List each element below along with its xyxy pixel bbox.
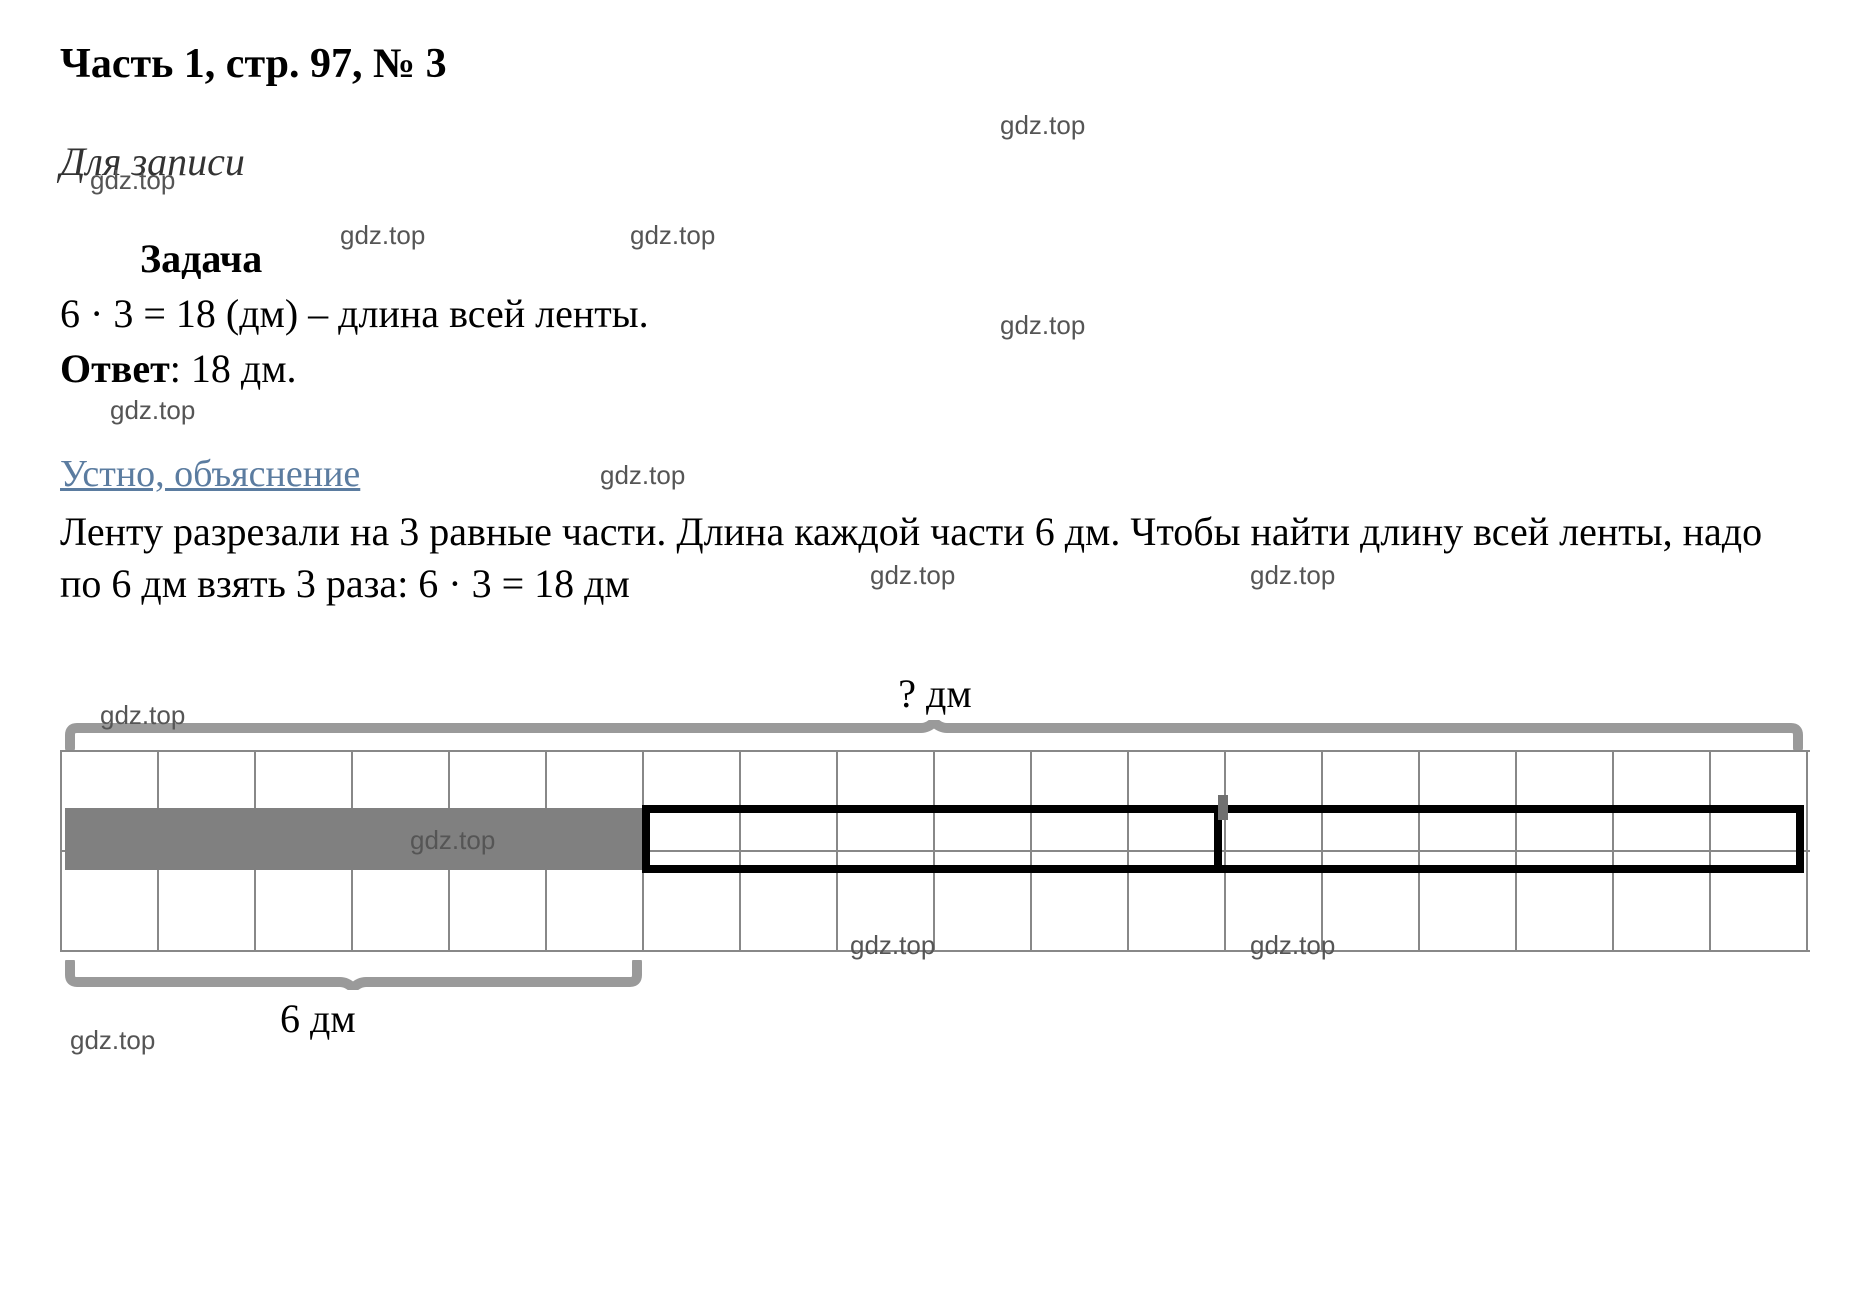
task-label: Задача (140, 235, 1808, 282)
question-label: ? дм (898, 670, 971, 717)
divider-mark (1218, 795, 1228, 820)
calculation: 6 · 3 = 18 (дм) – длина всей ленты. (60, 290, 1808, 337)
watermark: gdz.top (110, 395, 195, 426)
segment-label: 6 дм (280, 995, 356, 1042)
answer: Ответ: 18 дм. (60, 345, 1808, 392)
bottom-bracket (65, 960, 642, 990)
segment-filled (65, 808, 642, 870)
top-bracket (65, 720, 1803, 750)
segment-outline-1 (642, 805, 1222, 873)
subheading: Для записи (60, 138, 1808, 185)
heading: Часть 1, стр. 97, № 3 (60, 40, 1808, 88)
explanation-text: Ленту разрезали на 3 равные части. Длина… (60, 506, 1808, 610)
explanation-title: Устно, объяснение (60, 452, 1808, 496)
diagram: ? дм 6 дм (60, 670, 1810, 1050)
watermark: gdz.top (1000, 110, 1085, 141)
answer-label: Ответ (60, 346, 170, 391)
answer-value: : 18 дм. (170, 346, 297, 391)
segment-outline-2 (1222, 805, 1804, 873)
